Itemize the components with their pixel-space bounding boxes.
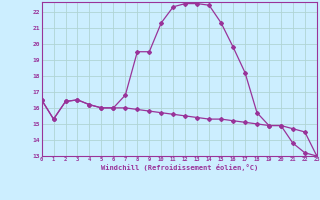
X-axis label: Windchill (Refroidissement éolien,°C): Windchill (Refroidissement éolien,°C) <box>100 164 258 171</box>
